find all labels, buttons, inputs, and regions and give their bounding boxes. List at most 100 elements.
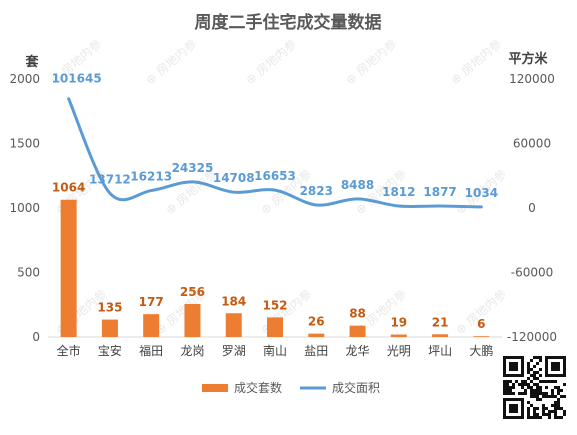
qr-module	[557, 404, 560, 407]
x-tick-label: 盐田	[304, 344, 328, 358]
qr-module	[533, 392, 536, 395]
qr-module	[524, 380, 527, 383]
qr-module	[506, 380, 509, 383]
bar-龙岗	[184, 303, 201, 337]
qr-module	[509, 386, 512, 389]
qr-module	[506, 392, 509, 395]
line-label: 24325	[172, 161, 214, 175]
bar-大鹏	[473, 336, 490, 337]
qr-module	[512, 386, 515, 389]
qr-module	[533, 383, 536, 386]
left-tick-label: 0	[32, 330, 40, 344]
x-tick-label: 南山	[263, 343, 287, 358]
bar-label: 256	[180, 285, 205, 299]
bar-南山	[267, 317, 283, 337]
qr-module	[557, 386, 560, 389]
qr-module	[539, 374, 542, 377]
qr-module	[527, 416, 530, 419]
qr-module	[560, 407, 563, 410]
qr-module	[545, 413, 548, 416]
qr-module	[563, 410, 566, 413]
qr-module	[509, 392, 512, 395]
qr-module	[551, 404, 554, 407]
left-tick-label: 2000	[9, 72, 40, 86]
qr-module	[554, 404, 557, 407]
qr-module	[560, 389, 563, 392]
bar-label: 19	[390, 316, 407, 330]
qr-module	[536, 371, 539, 374]
qr-module	[512, 392, 515, 395]
qr-module	[554, 410, 557, 413]
qr-module	[542, 413, 545, 416]
line-series-area	[67, 97, 483, 209]
qr-module	[533, 377, 536, 380]
qr-module	[536, 383, 539, 386]
qr-module	[548, 380, 551, 383]
qr-module	[563, 383, 566, 386]
bar-label: 135	[97, 301, 122, 315]
qr-module	[533, 365, 536, 368]
right-tick-label: 60000	[513, 137, 551, 151]
qr-module	[536, 407, 539, 410]
qr-module	[527, 377, 530, 380]
qr-module	[554, 416, 557, 419]
qr-module	[557, 407, 560, 410]
x-tick-label: 大鹏	[469, 344, 493, 358]
qr-module	[536, 395, 539, 398]
line-label: 1877	[423, 185, 456, 199]
right-axis-ticks: -120000 -60000 0 60000 120000	[507, 72, 557, 344]
qr-module	[527, 383, 530, 386]
qr-module	[536, 392, 539, 395]
legend-label-line: 成交面积	[332, 380, 380, 395]
bar-label: 1064	[52, 181, 85, 195]
bar-label: 184	[221, 294, 246, 308]
qr-module	[527, 386, 530, 389]
qr-module	[554, 401, 557, 404]
qr-finder	[509, 362, 518, 371]
x-tick-label: 龙岗	[180, 344, 204, 358]
qr-module	[527, 410, 530, 413]
qr-module	[533, 389, 536, 392]
qr-module	[533, 371, 536, 374]
qr-module	[539, 416, 542, 419]
line-label: 13712	[89, 172, 131, 186]
qr-module	[554, 413, 557, 416]
line-label: 101645	[52, 72, 102, 86]
bar-光明	[390, 334, 407, 337]
bar-series	[60, 199, 490, 337]
qr-module	[545, 392, 548, 395]
qr-module	[533, 374, 536, 377]
qr-module	[530, 389, 533, 392]
bar-福田	[143, 314, 160, 337]
qr-module	[524, 383, 527, 386]
qr-module	[545, 407, 548, 410]
qr-module	[533, 416, 536, 419]
qr-module	[548, 413, 551, 416]
bar-label: 6	[477, 317, 485, 331]
right-tick-label: 120000	[509, 72, 555, 86]
qr-module	[533, 413, 536, 416]
qr-module	[518, 383, 521, 386]
qr-module	[524, 392, 527, 395]
qr-module	[557, 401, 560, 404]
qr-module	[524, 389, 527, 392]
qr-module	[515, 380, 518, 383]
qr-module	[542, 410, 545, 413]
qr-module	[563, 395, 566, 398]
bar-label: 26	[308, 315, 325, 329]
qr-module	[530, 386, 533, 389]
qr-module	[539, 392, 542, 395]
right-tick-label: -60000	[511, 266, 554, 280]
qr-module	[536, 398, 539, 401]
line-label: 1034	[465, 186, 498, 200]
qr-module	[521, 392, 524, 395]
qr-module	[503, 392, 506, 395]
left-tick-label: 1000	[9, 201, 40, 215]
qr-module	[527, 371, 530, 374]
qr-module	[530, 380, 533, 383]
qr-module	[536, 389, 539, 392]
line-label: 16213	[130, 170, 172, 184]
qr-module	[536, 377, 539, 380]
